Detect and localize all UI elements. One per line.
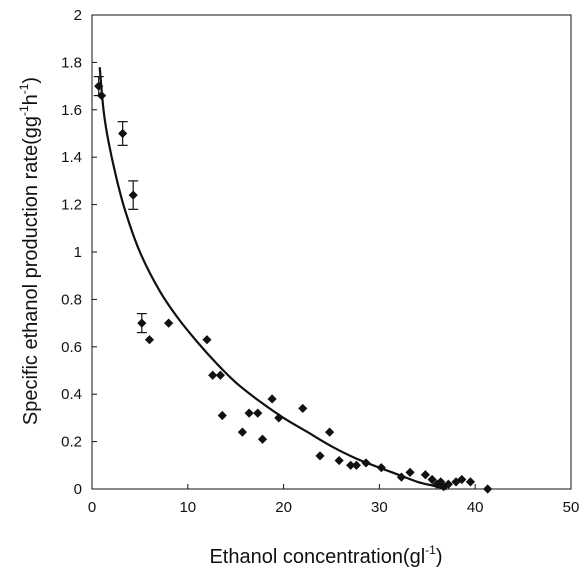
- plot-frame: [91, 14, 572, 490]
- data-point: [244, 408, 254, 418]
- data-point: [346, 460, 356, 470]
- data-point: [217, 410, 227, 421]
- x-tick-label: 10: [179, 499, 196, 516]
- data-point: [376, 463, 386, 473]
- data-point: [298, 403, 308, 414]
- data-point: [457, 474, 467, 485]
- y-tick-label: 0.4: [61, 386, 82, 403]
- data-point: [137, 318, 147, 328]
- data-point: [128, 190, 138, 200]
- error-bar-layer: [93, 76, 147, 334]
- data-point: [396, 472, 407, 482]
- data-point: [215, 370, 225, 380]
- x-tick-label: 0: [88, 499, 96, 516]
- x-axis-title: Ethanol concentration(gl-1): [209, 543, 442, 568]
- data-point: [443, 479, 453, 489]
- y-tick-label: 0.6: [61, 339, 82, 356]
- data-point: [96, 90, 107, 101]
- data-point: [334, 455, 344, 466]
- y-tick-label: 1.4: [61, 149, 82, 166]
- data-points-layer: [94, 81, 493, 494]
- data-point: [483, 484, 493, 494]
- data-point: [361, 458, 371, 468]
- y-tick-label: 0: [74, 481, 82, 498]
- data-point: [94, 81, 104, 91]
- data-point: [208, 370, 218, 380]
- y-tick-label: 1.6: [61, 102, 82, 119]
- data-point: [164, 318, 174, 328]
- data-point: [274, 413, 284, 423]
- data-point: [144, 335, 155, 345]
- y-tick-label: 0.8: [61, 291, 82, 308]
- plot-border: [91, 14, 572, 490]
- fit-curve-line: [98, 67, 447, 491]
- y-tick-label: 1.2: [61, 197, 82, 214]
- y-axis-ticks: 0 0.2 0.4 0.6 0.8 1 1.2 1.4 1.6 1.8 2: [61, 7, 97, 498]
- data-point: [324, 427, 335, 437]
- x-tick-label: 20: [275, 499, 292, 516]
- data-point: [237, 427, 248, 437]
- data-point: [436, 477, 446, 487]
- x-tick-label: 50: [563, 499, 580, 516]
- data-point: [257, 434, 268, 444]
- data-point: [267, 394, 277, 404]
- data-point: [427, 474, 437, 485]
- x-axis-ticks: 0 10 20 30 40 50: [88, 484, 580, 516]
- fit-curve-layer: [98, 67, 447, 491]
- data-point: [405, 467, 415, 478]
- data-point: [351, 460, 362, 470]
- y-tick-label: 2: [74, 7, 82, 24]
- x-tick-label: 30: [371, 499, 388, 516]
- data-point: [451, 477, 461, 487]
- data-point: [465, 477, 476, 487]
- x-tick-label: 40: [467, 499, 484, 516]
- y-tick-label: 1: [74, 244, 82, 261]
- y-tick-label: 1.8: [61, 54, 82, 71]
- y-axis-title: Specific ethanol production rate(gg-1h-1…: [17, 77, 42, 425]
- data-point: [420, 470, 430, 480]
- y-tick-label: 0.2: [61, 434, 82, 451]
- data-point: [315, 451, 325, 461]
- data-point: [202, 335, 212, 345]
- data-point: [253, 408, 263, 418]
- data-point: [118, 128, 128, 139]
